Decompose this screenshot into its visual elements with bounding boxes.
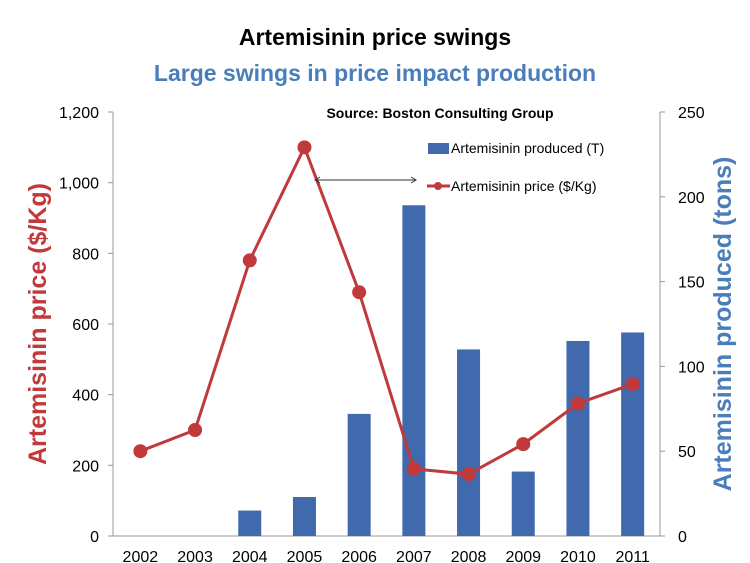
right-tick-label: 150 [678,275,705,292]
right-tick-label: 200 [678,190,705,207]
price-point-2011 [625,377,640,392]
left-tick-label: 1,200 [59,105,99,122]
x-tick-label: 2003 [177,549,213,563]
bar-2004 [238,510,262,536]
right-tick-label: 100 [678,359,705,376]
price-point-2007 [406,461,421,476]
bar-2006 [347,413,371,536]
legend: Artemisinin produced (T) Artemisinin pri… [427,140,604,194]
chart-title: Artemisinin price swings [239,24,511,50]
price-point-2008 [461,467,476,482]
price-point-2004 [242,253,257,268]
legend-label-bar: Artemisinin produced (T) [451,140,604,156]
chart-subtitle: Large swings in price impact production [154,60,596,86]
price-point-2002 [133,444,148,459]
legend-label-line: Artemisinin price ($/Kg) [451,178,597,194]
bar-2009 [511,471,535,536]
x-tick-label: 2007 [396,549,432,563]
x-tick-label: 2008 [451,549,487,563]
right-tick-label: 250 [678,105,705,122]
price-point-2009 [516,437,531,452]
bar-2008 [457,349,481,536]
x-tick-label: 2006 [341,549,377,563]
right-tick-label: 0 [678,529,687,546]
left-tick-label: 0 [90,529,99,546]
x-tick-label: 2011 [615,549,650,563]
price-line [139,143,634,476]
right-tick-label: 50 [678,444,696,461]
legend-swatch-marker [434,182,442,190]
x-tick-label: 2009 [505,549,541,563]
price-point-2003 [188,423,203,437]
bar-2010 [566,340,590,536]
left-tick-label: 200 [72,458,99,475]
left-tick-label: 1,000 [59,176,99,193]
bar-2005 [292,496,316,536]
price-point-2005 [297,140,312,155]
price-point-2010 [570,396,585,411]
x-tick-label: 2005 [287,549,323,563]
x-tick-label: 2004 [232,549,268,563]
price-point-2006 [352,285,367,300]
bar-2011 [621,332,645,536]
right-axis-label: Artemisinin produced (tons) [709,157,737,492]
left-tick-label: 600 [72,317,99,334]
left-tick-label: 800 [72,246,99,263]
legend-swatch-bar [428,143,449,154]
source-annotation: Source: Boston Consulting Group [326,105,553,121]
x-tick-label: 2010 [560,549,596,563]
left-tick-label: 400 [72,388,99,405]
x-tick-label: 2002 [123,549,159,563]
bar-2007 [402,205,426,536]
double-arrow [314,176,417,184]
left-axis-label: Artemisinin price ($/Kg) [24,183,52,465]
